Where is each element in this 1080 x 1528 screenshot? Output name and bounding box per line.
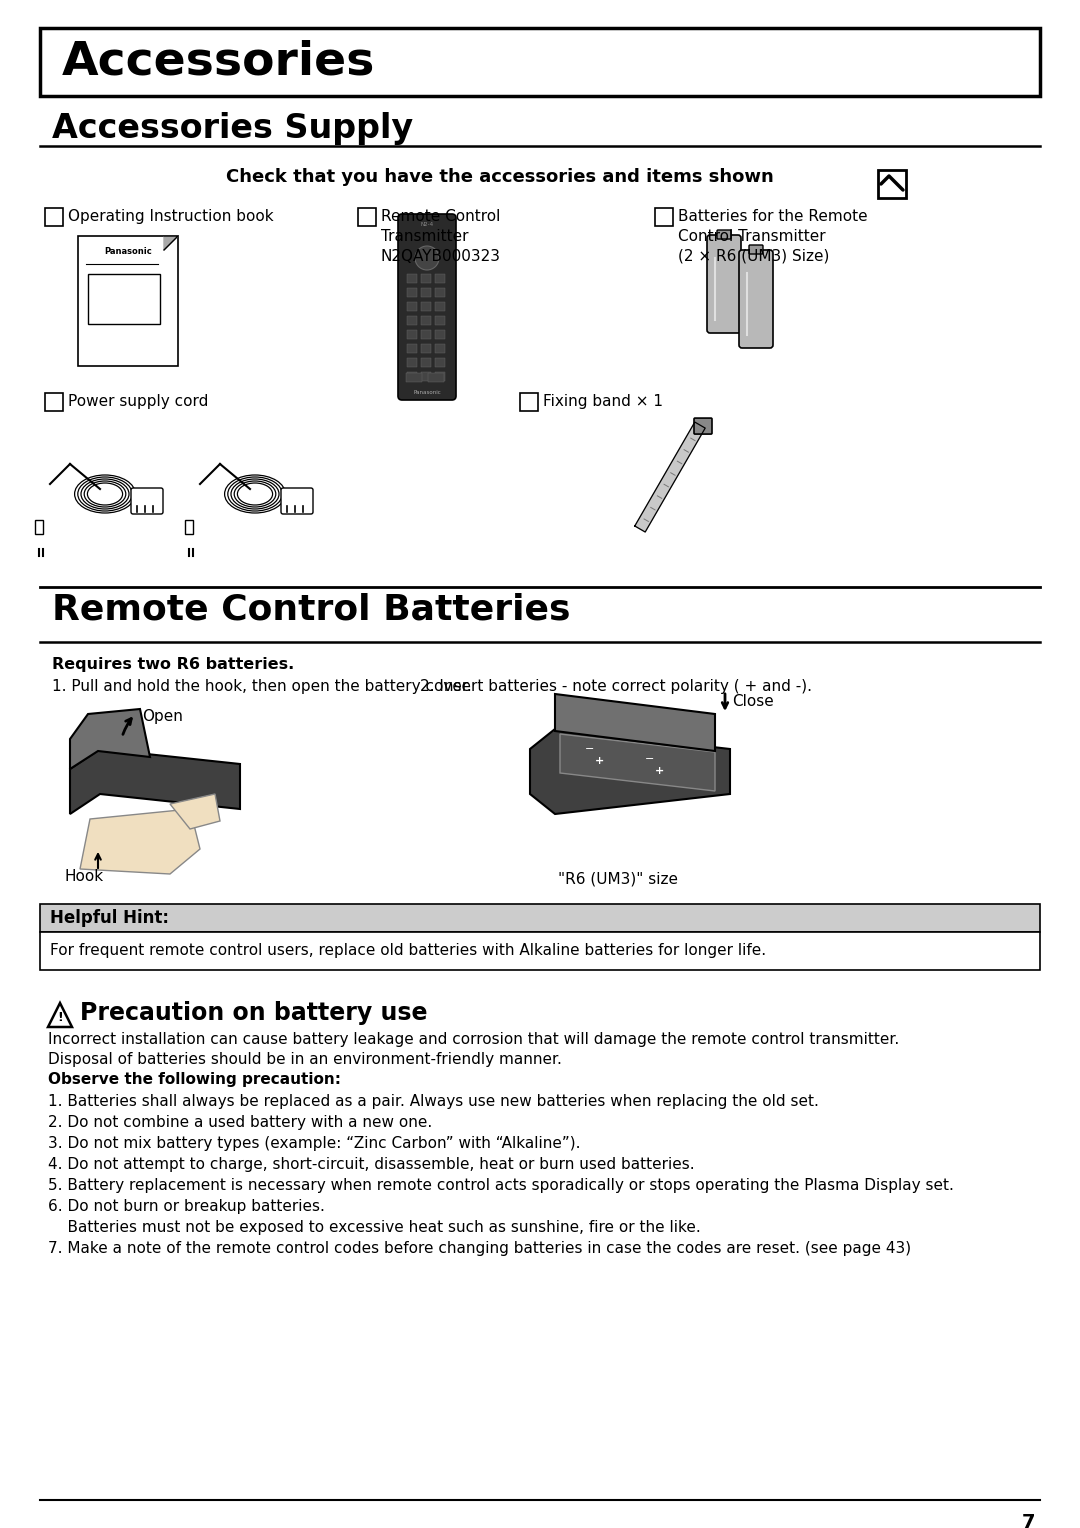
FancyBboxPatch shape — [739, 251, 773, 348]
Bar — [78, 235, 178, 367]
Bar — [435, 358, 445, 367]
Bar — [407, 344, 417, 353]
Text: Panasonic: Panasonic — [104, 248, 152, 257]
Text: N2-4: N2-4 — [420, 223, 433, 228]
Text: Helpful Hint:: Helpful Hint: — [50, 909, 168, 927]
Bar — [357, 208, 376, 226]
Text: 7. Make a note of the remote control codes before changing batteries in case the: 7. Make a note of the remote control cod… — [48, 1241, 912, 1256]
Text: Close: Close — [732, 694, 773, 709]
Text: !: ! — [57, 1012, 63, 1024]
Bar — [421, 344, 431, 353]
Bar — [421, 316, 431, 325]
Text: 1. Batteries shall always be replaced as a pair. Always use new batteries when r: 1. Batteries shall always be replaced as… — [48, 1094, 819, 1109]
Text: Disposal of batteries should be in an environment-friendly manner.: Disposal of batteries should be in an en… — [48, 1051, 562, 1067]
FancyBboxPatch shape — [131, 487, 163, 513]
Text: 2. Do not combine a used battery with a new one.: 2. Do not combine a used battery with a … — [48, 1115, 432, 1131]
Polygon shape — [70, 749, 240, 814]
Polygon shape — [530, 729, 730, 814]
Circle shape — [415, 246, 438, 270]
Bar — [435, 287, 445, 296]
Bar — [45, 393, 63, 411]
Bar — [435, 316, 445, 325]
Text: 3. Do not mix battery types (example: “Zinc Carbon” with “Alkaline”).: 3. Do not mix battery types (example: “Z… — [48, 1135, 581, 1151]
Bar — [435, 371, 445, 380]
Polygon shape — [561, 733, 715, 792]
Bar — [407, 316, 417, 325]
FancyBboxPatch shape — [717, 231, 731, 238]
Text: −: − — [585, 744, 595, 753]
Polygon shape — [48, 1002, 72, 1027]
Polygon shape — [80, 808, 200, 874]
Bar — [407, 303, 417, 312]
FancyBboxPatch shape — [281, 487, 313, 513]
Bar — [407, 287, 417, 296]
Bar — [406, 373, 422, 382]
Text: Requires two R6 batteries.: Requires two R6 batteries. — [52, 657, 294, 672]
Text: Remote Control Batteries: Remote Control Batteries — [52, 591, 570, 626]
Bar — [654, 208, 673, 226]
Bar — [40, 932, 1040, 970]
Bar — [428, 373, 444, 382]
Text: 4. Do not attempt to charge, short-circuit, disassemble, heat or burn used batte: 4. Do not attempt to charge, short-circu… — [48, 1157, 694, 1172]
Polygon shape — [70, 709, 150, 769]
Polygon shape — [555, 694, 715, 750]
Text: 7: 7 — [1022, 1513, 1035, 1528]
Bar — [435, 274, 445, 283]
Text: 2. Insert batteries - note correct polarity ( + and -).: 2. Insert batteries - note correct polar… — [420, 678, 812, 694]
FancyBboxPatch shape — [399, 214, 456, 400]
Text: 5. Battery replacement is necessary when remote control acts sporadically or sto: 5. Battery replacement is necessary when… — [48, 1178, 954, 1193]
Bar — [40, 28, 1040, 96]
Text: Hook: Hook — [65, 869, 104, 885]
Bar — [421, 303, 431, 312]
Text: Check that you have the accessories and items shown: Check that you have the accessories and … — [226, 168, 774, 186]
Bar — [421, 358, 431, 367]
Text: Precaution on battery use: Precaution on battery use — [80, 1001, 428, 1025]
Bar — [421, 274, 431, 283]
Bar — [435, 330, 445, 339]
Bar — [435, 344, 445, 353]
FancyBboxPatch shape — [707, 235, 741, 333]
Text: −: − — [646, 753, 654, 764]
Text: Accessories Supply: Accessories Supply — [52, 112, 414, 145]
FancyBboxPatch shape — [694, 419, 712, 434]
Bar — [407, 274, 417, 283]
Text: For frequent remote control users, replace old batteries with Alkaline batteries: For frequent remote control users, repla… — [50, 943, 766, 958]
Polygon shape — [164, 235, 178, 251]
Text: Operating Instruction book: Operating Instruction book — [68, 209, 273, 225]
FancyBboxPatch shape — [750, 244, 762, 254]
Bar — [45, 208, 63, 226]
Text: Open: Open — [141, 709, 183, 724]
Text: Remote Control
Transmitter
N2QAYB000323: Remote Control Transmitter N2QAYB000323 — [381, 209, 501, 264]
Polygon shape — [170, 795, 220, 830]
Text: 6. Do not burn or breakup batteries.: 6. Do not burn or breakup batteries. — [48, 1199, 325, 1215]
Polygon shape — [635, 422, 705, 532]
Text: Panasonic: Panasonic — [414, 390, 441, 394]
Bar — [421, 371, 431, 380]
Bar — [421, 287, 431, 296]
Bar — [435, 303, 445, 312]
Text: Batteries for the Remote
Control Transmitter
(2 × R6 (UM3) Size): Batteries for the Remote Control Transmi… — [678, 209, 867, 264]
Text: Power supply cord: Power supply cord — [68, 394, 208, 410]
Bar — [407, 358, 417, 367]
Bar — [40, 905, 1040, 932]
Bar — [519, 393, 538, 411]
Bar — [421, 330, 431, 339]
Text: Incorrect installation can cause battery leakage and corrosion that will damage : Incorrect installation can cause battery… — [48, 1031, 900, 1047]
Bar — [407, 371, 417, 380]
Text: Observe the following precaution:: Observe the following precaution: — [48, 1073, 341, 1086]
Text: 1. Pull and hold the hook, then open the battery cover.: 1. Pull and hold the hook, then open the… — [52, 678, 472, 694]
Text: Accessories: Accessories — [62, 40, 376, 84]
Bar — [407, 330, 417, 339]
Text: "R6 (UM3)" size: "R6 (UM3)" size — [558, 872, 678, 886]
Text: Batteries must not be exposed to excessive heat such as sunshine, fire or the li: Batteries must not be exposed to excessi… — [48, 1219, 701, 1235]
Bar — [35, 520, 43, 533]
Text: Fixing band × 1: Fixing band × 1 — [543, 394, 663, 410]
Text: +: + — [595, 756, 605, 766]
Bar — [185, 520, 193, 533]
Text: +: + — [656, 766, 664, 776]
Bar — [87, 274, 160, 324]
Bar — [878, 170, 906, 199]
